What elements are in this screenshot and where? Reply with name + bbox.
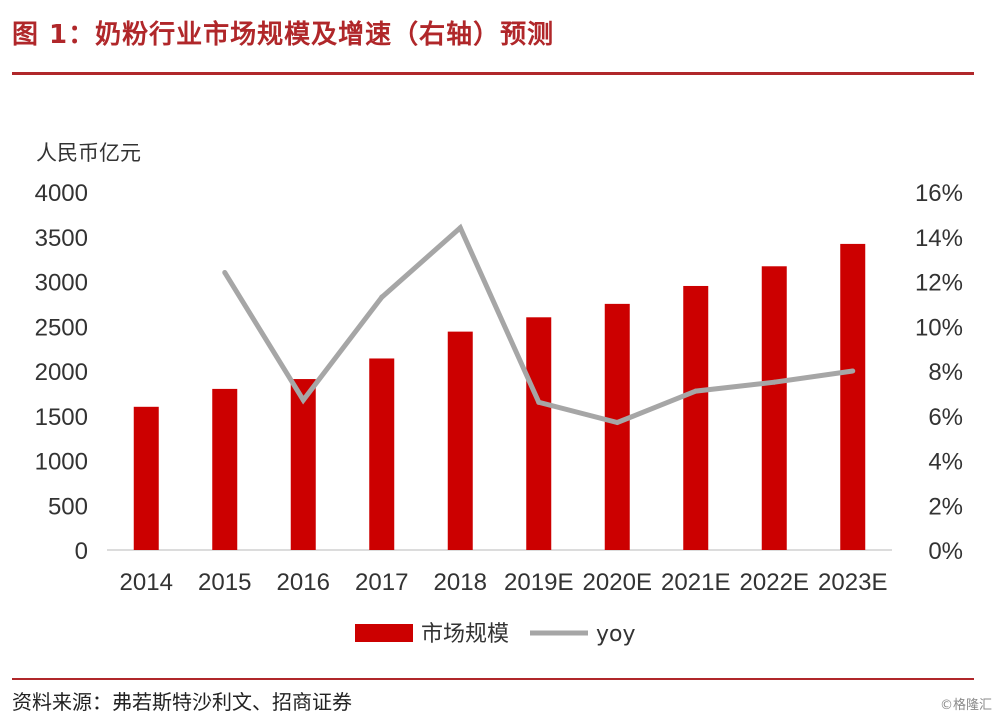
figure-title: 图 1：奶粉行业市场规模及增速（右轴）预测 [12,20,555,50]
legend: 市场规模 yoy [355,622,636,647]
x-tick-label: 2023E [818,569,887,596]
bar-2020E [604,303,630,550]
yoy-point-2019E [536,399,542,405]
bar-2014 [133,406,159,550]
y-axis-label: 人民币亿元 [36,141,141,165]
y2-tick-label: 0% [928,538,963,565]
x-tick-label: 2021E [661,569,730,596]
y-axis-left: 0 500 1000 1500 2000 2500 3000 3500 4000 [35,180,88,565]
yoy-point-2017 [379,294,385,300]
bar-2019E [526,317,552,550]
bar-2021E [683,285,709,550]
yoy-point-2020E [614,419,620,425]
y-tick-label: 3000 [35,270,88,297]
yoy-point-2022E [771,379,777,385]
bar-series [133,243,866,550]
chart: 人民币亿元 0 500 1000 1500 2000 2500 3000 3500 4000 0… [35,141,963,647]
x-tick-label: 2019E [504,569,573,596]
line-series [222,223,856,426]
y-tick-label: 1500 [35,404,88,431]
y-tick-label: 500 [48,493,88,520]
y-axis-right: 0% 2% 4% 6% 8% 10% 12% 14% 16% [915,180,963,565]
yoy-point-2015 [222,270,228,276]
watermark: ©格隆汇 [939,698,992,713]
y-tick-label: 3500 [35,225,88,252]
x-tick-label: 2016 [277,569,330,596]
x-axis: 2014 2015 2016 2017 2018 2019E 2020E 2021E 2022E… [120,569,888,596]
y2-tick-label: 2% [928,493,963,520]
yoy-point-2021E [693,388,699,394]
y-tick-label: 0 [75,538,88,565]
y2-tick-label: 6% [928,404,963,431]
title-divider [12,72,974,75]
legend-label-bar: 市场规模 [421,622,509,647]
y-tick-label: 1000 [35,449,88,476]
legend-bar-swatch [355,624,413,642]
bar-2016 [290,379,316,550]
x-tick-label: 2015 [198,569,251,596]
bar-2018 [447,331,473,550]
y2-tick-label: 16% [915,180,963,207]
y-tick-label: 2000 [35,359,88,386]
bar-2017 [369,358,395,550]
y2-tick-label: 10% [915,314,963,341]
bar-2023E [840,243,866,550]
x-tick-label: 2014 [120,569,173,596]
bar-2015 [212,388,238,550]
y-tick-label: 4000 [35,180,88,207]
x-tick-label: 2017 [355,569,408,596]
yoy-point-2016 [300,397,306,403]
x-tick-label: 2018 [434,569,487,596]
bar-2022E [761,266,787,550]
y2-tick-label: 4% [928,449,963,476]
x-tick-label: 2022E [740,569,809,596]
yoy-point-2023E [850,368,856,374]
legend-label-line: yoy [596,622,636,647]
y2-tick-label: 8% [928,359,963,386]
y2-tick-label: 12% [915,270,963,297]
source-note: 资料来源：弗若斯特沙利文、招商证券 [12,690,352,714]
y2-tick-label: 14% [915,225,963,252]
footer-divider [12,678,974,680]
yoy-point-2018 [457,225,463,231]
y-tick-label: 2500 [35,314,88,341]
x-tick-label: 2020E [583,569,652,596]
